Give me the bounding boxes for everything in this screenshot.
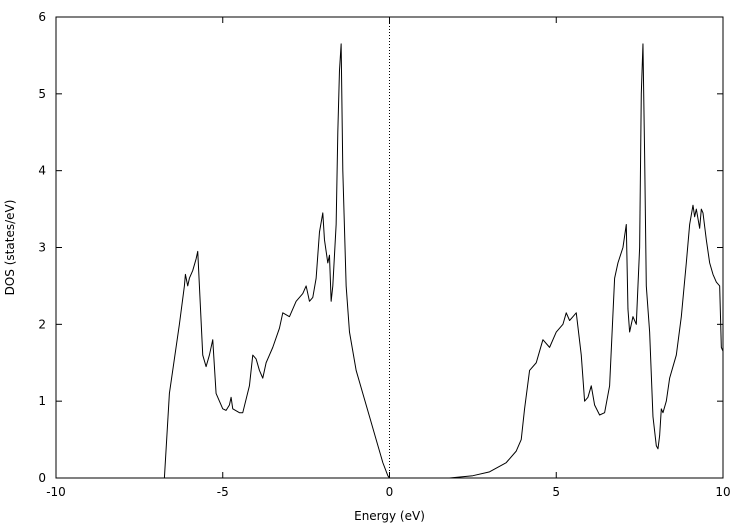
y-tick-label: 6 bbox=[38, 10, 46, 24]
y-tick-label: 5 bbox=[38, 87, 46, 101]
y-tick-label: 0 bbox=[38, 471, 46, 485]
axis-ticks bbox=[55, 16, 724, 479]
dos-series bbox=[56, 43, 724, 479]
axis-tick-labels: -10 -5 0 5 10 0 1 2 3 4 5 6 bbox=[38, 10, 730, 499]
y-tick-label: 4 bbox=[38, 164, 46, 178]
y-tick-label: 1 bbox=[38, 394, 46, 408]
y-tick-label: 3 bbox=[38, 241, 46, 255]
x-tick-label: 5 bbox=[552, 485, 560, 499]
x-tick-label: -10 bbox=[46, 485, 66, 499]
y-tick-label: 2 bbox=[38, 317, 46, 331]
x-tick-label: 0 bbox=[386, 485, 394, 499]
x-tick-label: -5 bbox=[217, 485, 229, 499]
x-axis-label: Energy (eV) bbox=[354, 509, 425, 523]
dos-line-1 bbox=[56, 43, 390, 479]
y-axis-label: DOS (states/eV) bbox=[3, 200, 17, 296]
dos-line-2 bbox=[449, 43, 724, 479]
x-tick-label: 10 bbox=[715, 485, 730, 499]
